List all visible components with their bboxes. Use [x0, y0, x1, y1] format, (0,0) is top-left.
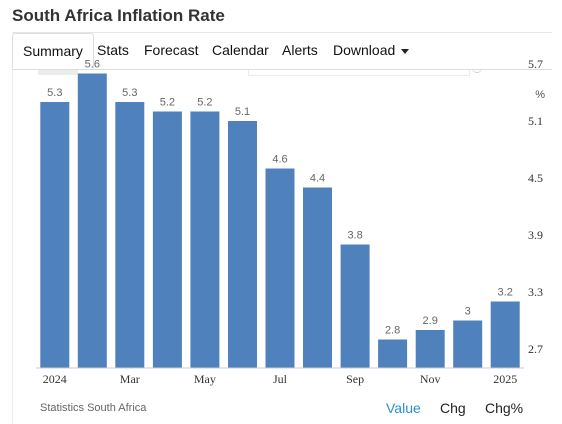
bar	[228, 121, 257, 368]
y-tick-label: 5.7	[528, 57, 543, 71]
tab-summary[interactable]: Summary	[12, 33, 94, 69]
data-label: 5.6	[85, 59, 100, 71]
bar	[378, 339, 408, 368]
bar	[490, 301, 520, 368]
bar	[115, 102, 145, 368]
chg-percent-link[interactable]: Chg%	[485, 400, 524, 416]
y-tick-label: 3.3	[528, 285, 543, 299]
data-label: 2.9	[423, 315, 438, 327]
data-label: 5.2	[160, 97, 175, 109]
data-label: 5.1	[235, 106, 250, 118]
x-tick-label: Jul	[273, 372, 288, 386]
data-label: 3.2	[498, 287, 513, 299]
hidden-control-stub	[472, 66, 482, 73]
bar	[453, 320, 483, 368]
data-label: 5.3	[47, 87, 62, 99]
data-label: 3	[465, 306, 471, 318]
data-label: 5.2	[197, 97, 212, 109]
title-divider	[12, 32, 552, 33]
x-tick-label: Sep	[346, 372, 364, 386]
hidden-control-stub	[38, 70, 78, 75]
data-label: 4.4	[310, 173, 325, 185]
data-label: 2.8	[385, 325, 400, 337]
tab-calendar[interactable]: Calendar	[212, 42, 269, 58]
bar	[152, 111, 182, 368]
chart-panel	[12, 70, 553, 424]
data-label: 5.3	[122, 87, 137, 99]
page-title: South Africa Inflation Rate	[12, 6, 225, 25]
x-tick-label: 2024	[43, 372, 67, 386]
source-label: Statistics South Africa	[40, 402, 147, 414]
tab-forecast[interactable]: Forecast	[144, 42, 199, 58]
chevron-down-icon	[401, 48, 410, 54]
tab-divider	[12, 69, 552, 70]
bar	[265, 168, 295, 368]
bar	[415, 330, 445, 368]
y-tick-label: 5.1	[528, 114, 543, 128]
tab-download-label: Download	[333, 42, 396, 58]
bar	[40, 102, 70, 368]
data-label: 4.6	[272, 154, 287, 166]
bar	[190, 111, 220, 368]
tab-bar: Summary Stats Forecast Calendar Alerts D…	[12, 33, 552, 69]
bar	[303, 187, 332, 368]
y-tick-label: 2.7	[528, 342, 543, 356]
data-label: 3.8	[347, 230, 362, 242]
y-unit-label: %	[535, 89, 545, 101]
x-tick-label: Mar	[120, 372, 140, 386]
x-tick-label: May	[194, 372, 216, 386]
x-tick-label: 2025	[493, 372, 517, 386]
y-tick-label: 4.5	[528, 171, 543, 185]
tab-alerts[interactable]: Alerts	[282, 42, 318, 58]
bar	[77, 73, 107, 368]
tab-download[interactable]: Download	[333, 33, 410, 67]
value-link[interactable]: Value	[386, 400, 421, 416]
hidden-control-stub	[248, 70, 470, 76]
bar	[340, 244, 370, 368]
chg-link[interactable]: Chg	[440, 400, 466, 416]
tab-stats[interactable]: Stats	[97, 42, 129, 58]
x-tick-label: Nov	[420, 372, 441, 386]
y-tick-label: 3.9	[528, 228, 543, 242]
